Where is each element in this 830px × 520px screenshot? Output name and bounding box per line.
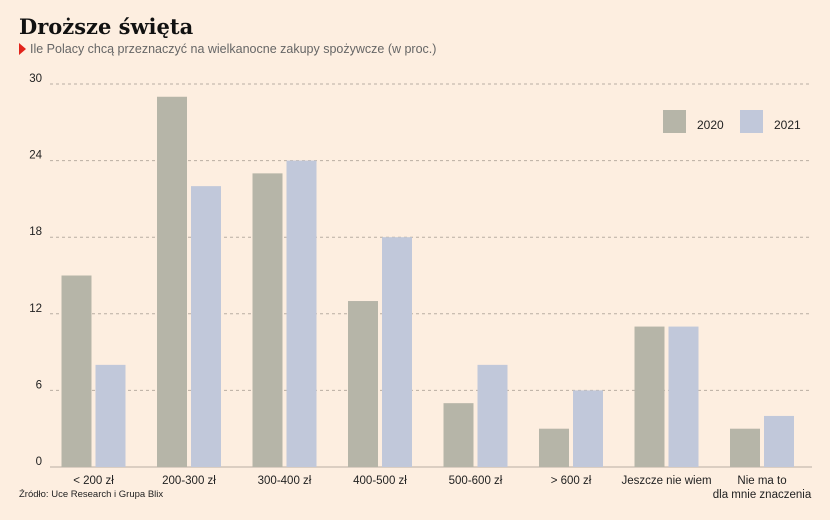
bar-2020 bbox=[348, 301, 378, 467]
legend-swatch-2020 bbox=[663, 110, 686, 133]
bar-2020 bbox=[443, 403, 474, 467]
y-tick-label: 30 bbox=[29, 73, 42, 85]
bar-2021 bbox=[286, 160, 317, 467]
bar-2021 bbox=[668, 326, 699, 467]
bar-2020 bbox=[634, 326, 665, 467]
x-category-label: > 600 zł bbox=[551, 475, 592, 487]
legend-label-2021: 2021 bbox=[774, 118, 801, 132]
subtitle-text: Ile Polacy chcą przeznaczyć na wielkanoc… bbox=[30, 42, 437, 56]
y-tick-label: 0 bbox=[36, 456, 42, 468]
y-tick-label: 12 bbox=[29, 303, 42, 315]
bar-2021 bbox=[382, 237, 412, 467]
bar-2020 bbox=[157, 96, 187, 468]
bar-2021 bbox=[95, 364, 126, 467]
chart-title: Droższe święta bbox=[19, 14, 194, 39]
x-axis-categories: < 200 zł 200-300 zł 300-400 zł 400-500 zł 50… bbox=[73, 475, 812, 501]
bar-2020 bbox=[61, 275, 92, 467]
x-category-label: < 200 zł bbox=[73, 475, 114, 487]
x-category-label: dla mnie znaczenia bbox=[713, 489, 812, 501]
red-triangle-icon bbox=[19, 43, 26, 55]
source-note: Źródło: Uce Research i Grupa Blix bbox=[19, 489, 164, 500]
bar-2021 bbox=[191, 186, 221, 467]
y-tick-label: 24 bbox=[29, 150, 42, 162]
bars bbox=[61, 96, 794, 468]
y-tick-label: 6 bbox=[36, 379, 42, 391]
y-axis-ticks: 0 6 12 18 24 30 bbox=[29, 73, 42, 468]
bar-2020 bbox=[730, 428, 760, 467]
legend-swatch-2021 bbox=[740, 110, 763, 133]
x-category-label: 300-400 zł bbox=[258, 475, 312, 487]
y-tick-label: 18 bbox=[29, 226, 42, 238]
x-category-label: 500-600 zł bbox=[449, 475, 503, 487]
x-category-label: 400-500 zł bbox=[353, 475, 407, 487]
legend-label-2020: 2020 bbox=[697, 118, 724, 132]
x-category-label: Nie ma to bbox=[737, 475, 786, 487]
bar-2020 bbox=[539, 428, 569, 467]
chart-subtitle: Ile Polacy chcą przeznaczyć na wielkanoc… bbox=[19, 42, 436, 56]
bar-2021 bbox=[764, 415, 794, 467]
x-category-label: 200-300 zł bbox=[162, 475, 216, 487]
legend: 2020 2021 bbox=[663, 110, 801, 133]
bar-2020 bbox=[252, 173, 283, 467]
bar-2021 bbox=[477, 364, 508, 467]
bar-2021 bbox=[573, 390, 603, 467]
x-category-label: Jeszcze nie wiem bbox=[621, 475, 711, 487]
